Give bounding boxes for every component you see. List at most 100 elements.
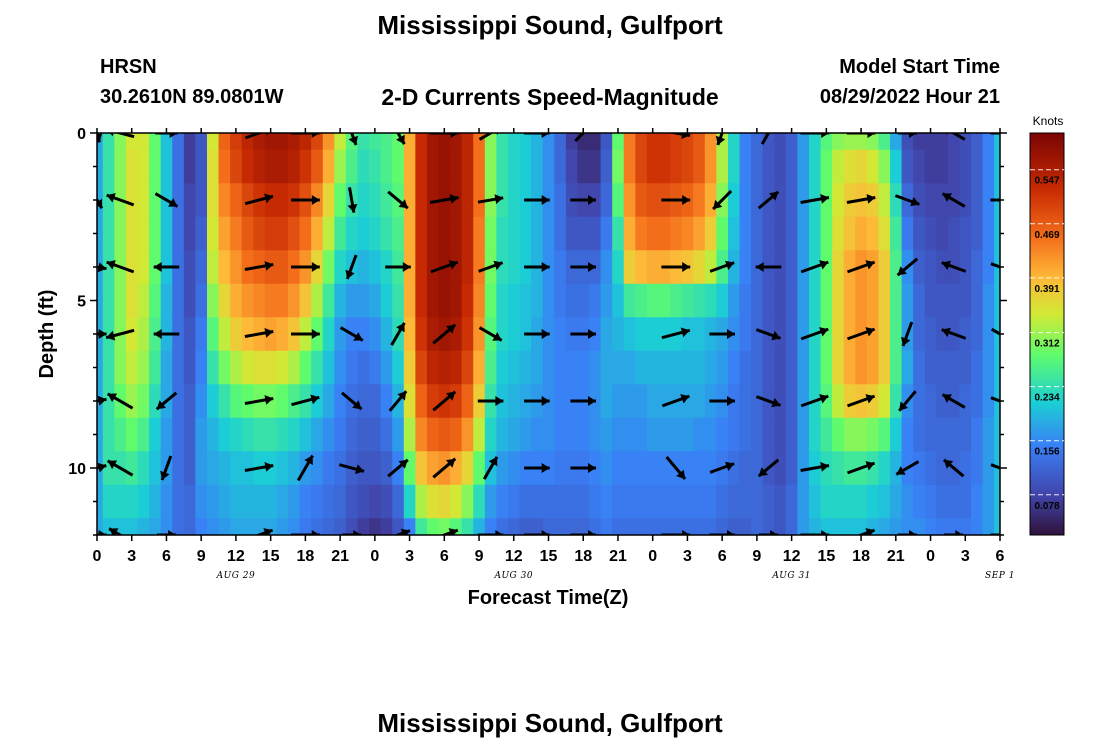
heatmap-cell bbox=[241, 149, 254, 184]
heatmap-cell bbox=[264, 451, 278, 486]
heatmap-cell bbox=[403, 183, 416, 218]
heatmap-cell bbox=[936, 133, 949, 151]
heatmap-cell bbox=[658, 283, 671, 318]
heatmap-cell bbox=[762, 417, 775, 452]
arrow-head bbox=[396, 134, 405, 145]
heatmap-cell bbox=[727, 518, 741, 535]
heatmap-cell bbox=[484, 484, 498, 519]
heatmap-cell bbox=[230, 451, 243, 486]
heatmap-cell bbox=[241, 518, 254, 535]
heatmap-cell bbox=[230, 317, 243, 352]
heatmap-cell bbox=[415, 216, 428, 251]
heatmap-cell bbox=[415, 484, 428, 519]
colorbar-tick-label: 0.391 bbox=[1034, 284, 1059, 295]
heatmap-cell bbox=[542, 484, 555, 519]
heatmap-cell bbox=[542, 417, 555, 452]
heatmap-cell bbox=[206, 216, 220, 251]
heatmap-cell bbox=[519, 518, 532, 535]
heatmap-cell bbox=[832, 317, 845, 352]
heatmap-cell bbox=[658, 518, 671, 535]
heatmap-cell bbox=[206, 250, 220, 285]
x-tick-label: 0 bbox=[370, 548, 379, 565]
heatmap-cell bbox=[820, 183, 833, 218]
heatmap-cell bbox=[693, 149, 706, 184]
heatmap-cell bbox=[426, 384, 440, 419]
heatmap-cell bbox=[797, 417, 810, 452]
heatmap-cell bbox=[114, 484, 127, 519]
heatmap-cell bbox=[357, 317, 370, 352]
heatmap-cell bbox=[137, 417, 150, 452]
heatmap-cell bbox=[507, 518, 521, 535]
heatmap-cell bbox=[507, 384, 521, 419]
heatmap-cell bbox=[114, 417, 127, 452]
heatmap-cell bbox=[218, 317, 231, 352]
heatmap-cell bbox=[125, 384, 139, 419]
heatmap-cell bbox=[357, 133, 370, 151]
heatmap-cell bbox=[565, 417, 579, 452]
heatmap-cell bbox=[322, 350, 335, 385]
heatmap-cell bbox=[600, 149, 613, 184]
heatmap-cell bbox=[334, 283, 347, 318]
arrow-head bbox=[353, 530, 362, 535]
heatmap-cell bbox=[218, 350, 231, 385]
arrow-shaft bbox=[950, 133, 966, 141]
colorbar-tick-label: 0.234 bbox=[1034, 393, 1059, 404]
heatmap-cell bbox=[982, 350, 995, 385]
current-arrow bbox=[478, 260, 504, 273]
heatmap-cell bbox=[774, 183, 787, 218]
current-arrow bbox=[709, 530, 735, 535]
heatmap-cell bbox=[971, 451, 984, 486]
heatmap-cell bbox=[878, 451, 891, 486]
heatmap-cell bbox=[531, 133, 544, 151]
heatmap-cell bbox=[936, 518, 949, 535]
heatmap-cell bbox=[554, 317, 567, 352]
arrow-head bbox=[352, 400, 362, 410]
heatmap-cell bbox=[751, 183, 764, 218]
heatmap-cell bbox=[230, 384, 243, 419]
heatmap-cell bbox=[774, 283, 787, 318]
heatmap-cell bbox=[415, 283, 428, 318]
heatmap-cell bbox=[982, 149, 995, 184]
heatmap-cell bbox=[97, 283, 104, 318]
heatmap-cell bbox=[820, 518, 833, 535]
current-arrow bbox=[757, 458, 780, 478]
heatmap-cell bbox=[392, 283, 405, 318]
heatmap-cell bbox=[554, 451, 567, 486]
heatmap-cell bbox=[380, 417, 393, 452]
current-arrow bbox=[942, 458, 965, 478]
x-tick-label: 3 bbox=[683, 548, 692, 565]
heatmap-cell bbox=[646, 417, 660, 452]
current-arrow bbox=[941, 192, 966, 208]
heatmap-cell bbox=[507, 484, 521, 519]
heatmap-cell bbox=[496, 317, 509, 352]
heatmap-cell bbox=[658, 350, 671, 385]
heatmap-cell bbox=[959, 350, 972, 385]
heatmap-cell bbox=[392, 484, 405, 519]
current-arrow bbox=[338, 463, 365, 475]
arrow-head bbox=[820, 462, 829, 472]
heatmap-cell bbox=[507, 216, 521, 251]
heatmap-cell bbox=[855, 350, 868, 385]
current-arrow bbox=[898, 390, 917, 412]
current-arrow bbox=[97, 395, 107, 406]
arrow-head bbox=[727, 329, 735, 339]
heatmap-cell bbox=[183, 451, 197, 486]
heatmap-cell bbox=[600, 484, 613, 519]
arrow-shaft bbox=[244, 133, 264, 140]
heatmap-cell bbox=[959, 484, 972, 519]
heatmap-cell bbox=[496, 216, 509, 251]
heatmap-cell bbox=[947, 216, 961, 251]
heatmap-cell bbox=[102, 484, 115, 519]
heatmap-cell bbox=[311, 417, 324, 452]
heatmap-cell bbox=[913, 183, 926, 218]
heatmap-cell bbox=[751, 350, 764, 385]
heatmap-cell bbox=[716, 283, 729, 318]
heatmap-cell bbox=[241, 384, 254, 419]
current-arrow bbox=[800, 327, 829, 341]
heatmap-cell bbox=[832, 384, 845, 419]
heatmap-cell bbox=[959, 451, 972, 486]
heatmap-cell bbox=[450, 384, 463, 419]
heatmap-cell bbox=[102, 317, 115, 352]
heatmap-cell bbox=[461, 417, 474, 452]
heatmap-cell bbox=[785, 350, 799, 385]
